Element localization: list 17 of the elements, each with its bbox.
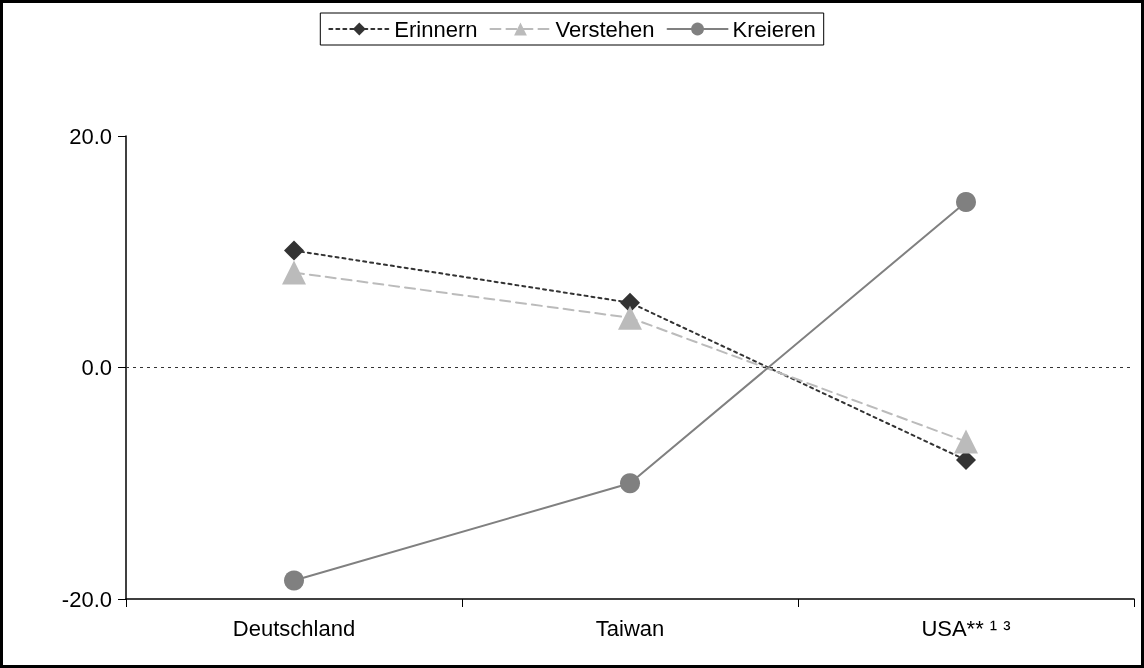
legend-label: Verstehen: [555, 16, 655, 42]
y-tick-label: 20.0: [69, 123, 112, 149]
point: [284, 240, 304, 261]
y-tick-label: 0.0: [81, 355, 112, 380]
point: [284, 570, 304, 591]
point: [618, 305, 642, 330]
x-tick-label: Deutschland: [232, 615, 356, 641]
point: [956, 191, 976, 212]
legend-label: Erinnern: [394, 16, 478, 42]
point: [620, 292, 640, 313]
y-tick-label: -20.0: [61, 586, 112, 612]
point: [954, 429, 978, 454]
x-tick-label: USA** ¹ ³: [921, 615, 1011, 641]
legend-label: Kreieren: [732, 16, 816, 42]
x-tick-label: Taiwan: [595, 615, 665, 641]
point: [282, 260, 306, 285]
point: [620, 473, 640, 494]
